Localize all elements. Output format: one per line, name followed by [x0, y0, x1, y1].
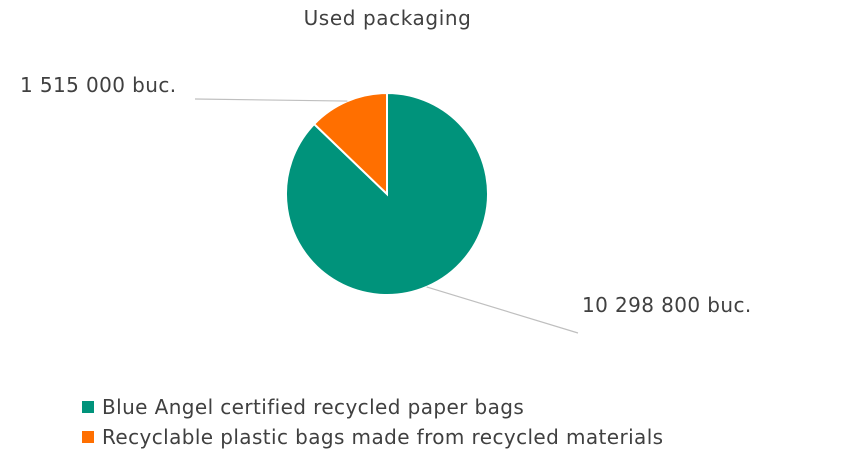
legend-item-paper-bags: Blue Angel certified recycled paper bags	[82, 392, 663, 422]
legend-label-paper-bags: Blue Angel certified recycled paper bags	[102, 395, 525, 419]
legend-swatch-plastic-bags	[82, 431, 94, 443]
leader-line-paper-bags	[426, 286, 579, 334]
data-label-plastic-bags: 1 515 000 buc.	[20, 73, 176, 97]
data-label-paper-bags: 10 298 800 buc.	[582, 293, 752, 317]
legend-swatch-paper-bags	[82, 401, 94, 413]
legend-item-plastic-bags: Recyclable plastic bags made from recycl…	[82, 422, 663, 452]
legend-label-plastic-bags: Recyclable plastic bags made from recycl…	[102, 425, 664, 449]
pie-chart: 10 298 800 buc. 1 515 000 buc.	[20, 73, 752, 334]
leader-line-plastic-bags	[194, 98, 348, 102]
legend: Blue Angel certified recycled paper bags…	[82, 392, 663, 452]
chart-title: Used packaging	[303, 6, 472, 30]
